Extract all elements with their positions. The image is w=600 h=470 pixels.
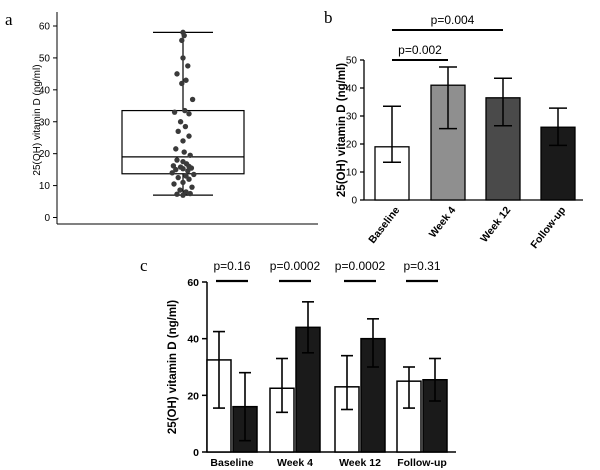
y-tick-label: 30 xyxy=(39,117,51,128)
data-point xyxy=(180,138,186,144)
data-point xyxy=(177,164,184,170)
x-tick-label: Follow-up xyxy=(397,457,447,469)
y-tick-label: 10 xyxy=(39,181,51,192)
data-point xyxy=(175,128,181,135)
x-tick-label: Baseline xyxy=(210,457,253,469)
y-tick-label: 0 xyxy=(193,447,199,459)
y-tick-label: 60 xyxy=(187,277,199,289)
y-axis-title: 25(OH) vitamin D (ng/ml) xyxy=(32,64,43,175)
data-point xyxy=(180,29,186,36)
data-point xyxy=(180,55,186,61)
panel-letter-a: a xyxy=(5,10,13,29)
data-point xyxy=(187,190,193,197)
data-point xyxy=(182,107,188,114)
y-tick-label: 20 xyxy=(346,140,358,151)
data-point xyxy=(170,163,177,169)
data-point xyxy=(179,80,185,87)
data-point xyxy=(183,189,189,195)
data-point xyxy=(175,174,181,181)
y-tick-label: 0 xyxy=(351,196,357,207)
y-tick-label: 20 xyxy=(39,149,51,160)
data-point xyxy=(180,158,186,165)
p-value-label: p=0.0002 xyxy=(270,259,321,273)
y-axis-title: 25(OH) vitamin D (ng/ml) xyxy=(167,300,179,434)
x-tick-label: Follow-up xyxy=(528,204,568,250)
data-point xyxy=(173,146,179,152)
data-point xyxy=(174,191,180,197)
y-tick-label: 60 xyxy=(39,22,51,33)
data-point xyxy=(187,152,193,158)
p-value-label: p=0.004 xyxy=(431,13,475,27)
y-tick-label: 30 xyxy=(346,112,358,123)
panel-letter-b: b xyxy=(324,8,333,27)
data-point xyxy=(185,63,191,69)
y-tick-label: 40 xyxy=(346,84,358,95)
y-axis-title: 25(OH) vitamin D (ng/ml) xyxy=(336,63,348,197)
data-point xyxy=(174,71,180,77)
y-tick-label: 40 xyxy=(39,85,51,96)
data-point xyxy=(185,168,191,174)
panel-c-grouped-bar-chart: 0 20 40 60 25(OH) vitamin D (ng/ml) Baseline W… xyxy=(167,259,456,469)
data-point xyxy=(174,157,180,163)
x-tick-label: Week 12 xyxy=(339,457,381,469)
x-tick-label: Week 12 xyxy=(478,204,513,244)
p-value-label: p=0.002 xyxy=(398,43,442,57)
panel-letter-c: c xyxy=(140,256,148,275)
data-point xyxy=(183,173,189,179)
data-point xyxy=(177,119,184,125)
data-point xyxy=(181,149,187,155)
data-point xyxy=(171,181,177,187)
p-value-label: p=0.16 xyxy=(213,259,250,273)
x-tick-label: Baseline xyxy=(366,204,402,246)
p-value-label: p=0.31 xyxy=(403,259,440,273)
data-point xyxy=(169,170,175,176)
data-point xyxy=(177,187,183,193)
data-point xyxy=(189,184,195,190)
panel-a-boxplot: 0 10 20 30 40 50 60 25(OH) vitamin D (ng/ml) xyxy=(32,12,318,225)
data-point xyxy=(186,111,192,117)
data-point xyxy=(189,96,196,103)
y-tick-label: 0 xyxy=(44,213,50,224)
y-tick-label: 40 xyxy=(187,334,199,346)
data-point xyxy=(182,123,189,130)
p-value-label: p=0.0002 xyxy=(335,259,386,273)
data-point xyxy=(191,171,197,178)
x-tick-label: Week 4 xyxy=(277,457,313,469)
y-tick-label: 50 xyxy=(39,53,51,64)
data-point xyxy=(171,109,178,115)
y-tick-label: 50 xyxy=(346,56,358,67)
data-point xyxy=(183,77,189,83)
x-tick-label: Week 4 xyxy=(427,204,459,240)
data-point xyxy=(180,179,186,186)
y-tick-label: 20 xyxy=(187,390,199,402)
y-tick-label: 10 xyxy=(346,168,358,179)
data-point xyxy=(179,37,185,44)
data-point xyxy=(186,133,192,139)
